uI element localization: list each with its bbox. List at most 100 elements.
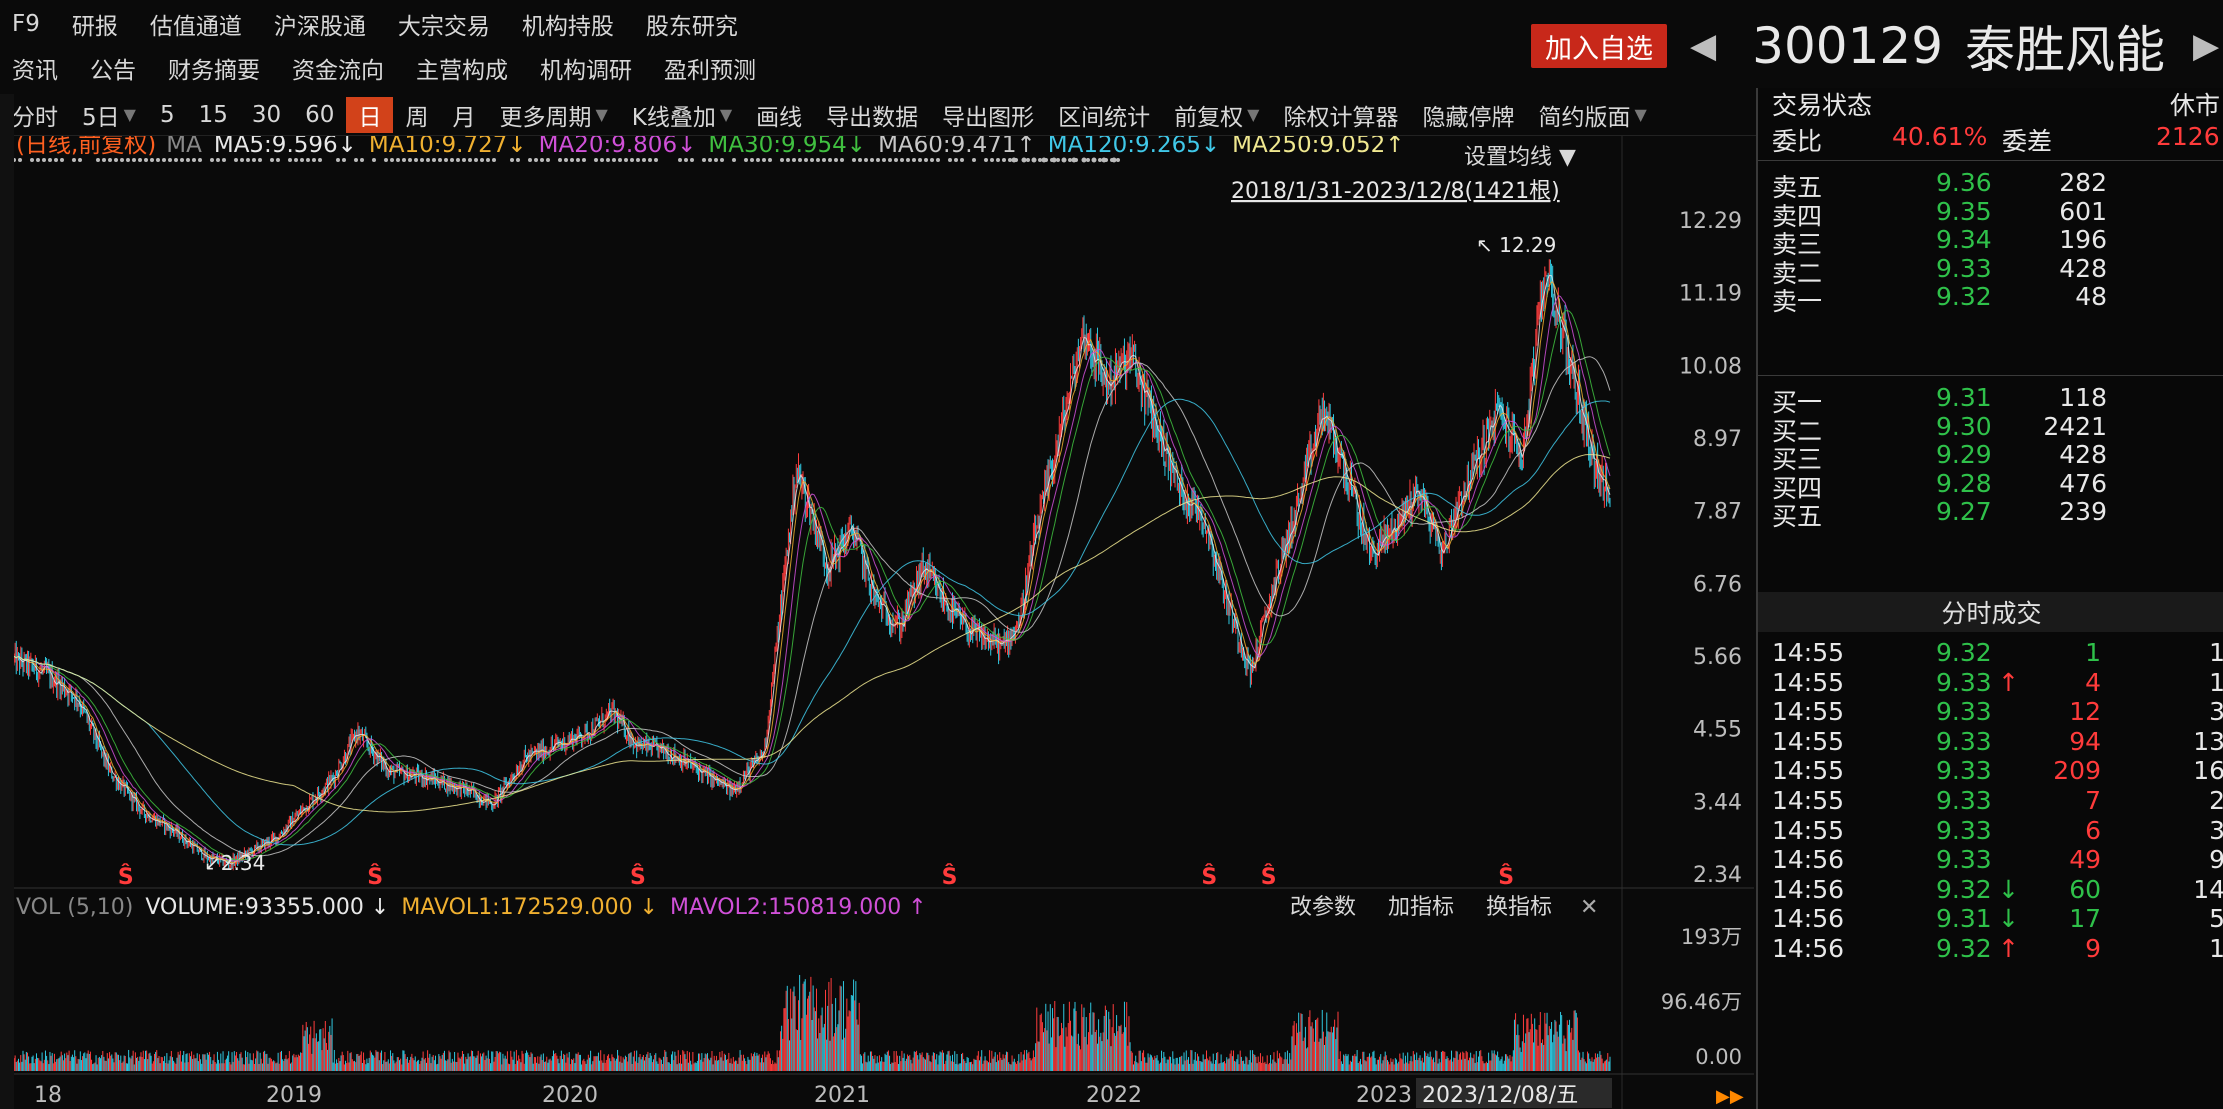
s-marker: Ŝ: [1261, 864, 1277, 890]
market-status: 休市: [2170, 91, 2221, 120]
period-3[interactable]: 15: [187, 97, 240, 133]
event-dot: [426, 158, 430, 162]
event-dot: [78, 158, 82, 162]
book-row: 买四 9.28 476: [1758, 465, 2223, 503]
indicator-button[interactable]: 换指标: [1486, 895, 1552, 920]
nav-item[interactable]: 财务摘要: [168, 58, 260, 84]
event-dot: [198, 158, 202, 162]
event-dot: [882, 158, 886, 162]
indicator-button[interactable]: 加指标: [1388, 895, 1454, 920]
x-tick-label: 2021: [814, 1083, 870, 1108]
nav-item[interactable]: 资讯: [12, 58, 58, 84]
period-5[interactable]: 60: [293, 97, 346, 133]
nav-item[interactable]: F9: [12, 11, 40, 37]
period-15[interactable]: 前复权 ▼: [1162, 97, 1271, 133]
period-10[interactable]: K线叠加 ▼: [620, 97, 744, 133]
nav-item[interactable]: 盈利预测: [664, 58, 756, 84]
event-dot: [576, 158, 580, 162]
kline-chart[interactable]: 12.29 11.19 10.08 8.97 7.87 6.76 5.66 4.55 3.44 2…: [14, 136, 1754, 1109]
period-8[interactable]: 月: [440, 97, 487, 133]
period-4[interactable]: 30: [240, 97, 293, 133]
event-dot: [720, 158, 724, 162]
book-label: 卖三: [1772, 230, 1823, 259]
s-marker: Ŝ: [630, 864, 646, 890]
tick-volume: 9: [2085, 934, 2101, 963]
nav-item[interactable]: 估值通道: [149, 14, 242, 40]
close-icon[interactable]: ✕: [1580, 895, 1598, 920]
stock-code: 300129: [1752, 17, 1944, 75]
period-11[interactable]: 画线: [744, 97, 814, 133]
toolbar-label: 分时: [12, 104, 58, 131]
next-stock-icon[interactable]: ▶: [2193, 26, 2220, 66]
tick-volume: 209: [2053, 756, 2101, 786]
period-0[interactable]: 分时: [0, 97, 70, 133]
book-row: 买五 9.27 239: [1758, 493, 2223, 531]
period-1[interactable]: 5日 ▼: [70, 97, 148, 133]
period-13[interactable]: 导出图形: [930, 97, 1046, 133]
period-18[interactable]: 简约版面 ▼: [1526, 97, 1658, 133]
volume-y-tick: 0.00: [1695, 1045, 1742, 1069]
event-dot: [1056, 158, 1060, 162]
period-17[interactable]: 隐藏停牌: [1410, 97, 1526, 133]
period-16[interactable]: 除权计算器: [1271, 97, 1410, 133]
weicha-label: 委差: [2002, 127, 2053, 156]
event-dot: [858, 158, 862, 162]
event-dot: [54, 158, 58, 162]
nav-item[interactable]: 机构持股: [521, 14, 614, 40]
period-7[interactable]: 周: [393, 97, 440, 133]
tick-count: 16: [2193, 756, 2223, 786]
ma20-line: [14, 294, 1611, 862]
event-dot: [810, 158, 814, 162]
tick-time: 14:55: [1772, 638, 1845, 667]
nav-item[interactable]: 大宗交易: [397, 14, 490, 40]
nav-item[interactable]: 研报: [71, 14, 118, 40]
event-dot: [300, 158, 304, 162]
period-14[interactable]: 区间统计: [1046, 97, 1162, 133]
event-dot: [30, 158, 34, 162]
tick-row: 14:55 9.33 6 3: [1758, 812, 2223, 850]
period-12[interactable]: 导出数据: [814, 97, 930, 133]
event-dot: [1101, 157, 1107, 163]
tick-time: 14:56: [1772, 845, 1845, 875]
nav-item[interactable]: 公告: [90, 58, 136, 84]
add-to-watchlist-button[interactable]: 加入自选: [1531, 24, 1667, 68]
event-dot: [804, 158, 808, 162]
book-row: 卖四 9.35 601: [1758, 193, 2223, 231]
chevron-down-icon: ▼: [595, 105, 608, 124]
event-dot: [480, 158, 484, 162]
nav-item[interactable]: 机构调研: [540, 58, 632, 84]
period-9[interactable]: 更多周期 ▼: [487, 97, 619, 133]
event-dot: [1081, 157, 1087, 163]
event-dot: [1026, 158, 1030, 162]
event-dot: [60, 158, 64, 162]
toolbar-label: 区间统计: [1058, 104, 1151, 131]
period-6[interactable]: 日: [346, 96, 394, 133]
event-dot: [876, 158, 880, 162]
set-ma-button[interactable]: 设置均线 ▼: [1464, 145, 1576, 170]
max-price-label: ↖ 12.29: [1476, 233, 1556, 257]
y-tick-label: 12.29: [1679, 209, 1742, 234]
nav-item[interactable]: 资金流向: [292, 58, 384, 84]
event-dot: [156, 158, 160, 162]
event-dot: [828, 158, 832, 162]
nav-item[interactable]: 沪深股通: [273, 14, 366, 40]
nav-item[interactable]: 股东研究: [645, 14, 738, 40]
weibi-value: 40.61%: [1892, 122, 1988, 151]
event-dot: [336, 158, 340, 162]
chevron-down-icon: ▼: [719, 105, 733, 124]
event-dot: [270, 158, 274, 162]
period-2[interactable]: 5: [148, 97, 187, 133]
prev-stock-icon[interactable]: ◀: [1690, 26, 1717, 66]
event-dot: [906, 158, 910, 162]
left-side-strip: [0, 94, 14, 1109]
event-dot: [360, 158, 364, 162]
divider: [1758, 375, 2223, 376]
event-dot: [48, 158, 52, 162]
event-dot: [792, 158, 796, 162]
event-dot: [618, 158, 622, 162]
indicator-button[interactable]: 改参数: [1290, 895, 1356, 920]
tick-time: 14:55: [1772, 815, 1845, 845]
nav-item[interactable]: 主营构成: [416, 58, 508, 84]
scroll-right-icon[interactable]: ▶▶: [1716, 1086, 1744, 1107]
event-dot: [510, 158, 514, 162]
